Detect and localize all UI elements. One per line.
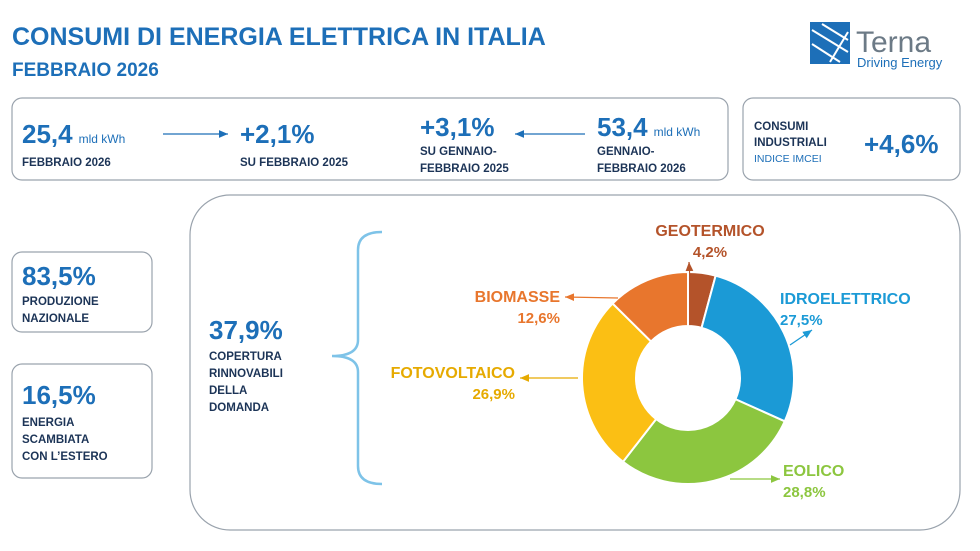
label-arrow [564, 293, 619, 302]
slice-value: 28,8% [783, 484, 826, 501]
kpi-label: SU GENNAIO- [420, 146, 497, 158]
renewables-value: 37,9% [209, 315, 283, 345]
slice-value: 26,9% [472, 386, 515, 403]
side-value: 16,5% [22, 380, 96, 410]
kpi-value: +2,1% [240, 119, 314, 149]
summary-box [11, 97, 729, 181]
slice-value: 4,2% [693, 244, 727, 261]
donut-slice [700, 274, 795, 423]
slice-value: 27,5% [780, 312, 823, 329]
bracket [331, 230, 383, 486]
kpi-label: FEBBRAIO 2026 [597, 163, 686, 175]
title: CONSUMI DI ENERGIA ELETTRICA IN ITALIA [12, 23, 546, 51]
kpi-value: 25,4 [22, 119, 73, 149]
side-label: ENERGIA [22, 417, 74, 429]
subtitle: FEBBRAIO 2026 [12, 60, 159, 81]
kpi-label: GENNAIO- [597, 146, 655, 158]
renewables-label: RINNOVABILI [209, 368, 283, 380]
side-label: NAZIONALE [22, 313, 89, 325]
side-value: 83,5% [22, 261, 96, 291]
side-label: CON L’ESTERO [22, 451, 108, 463]
logo: Terna Driving Energy [810, 22, 943, 70]
kpi-label: FEBBRAIO 2026 [22, 157, 111, 169]
kpi-value: 53,4 mld kWh [597, 112, 700, 142]
side-box [11, 363, 153, 479]
renewables-label: DELLA [209, 385, 247, 397]
side-label: SCAMBIATA [22, 434, 89, 446]
renewables-label: DOMANDA [209, 402, 269, 414]
kpi-value: 25,4 mld kWh [22, 119, 125, 149]
kpi-unit: mld kWh [654, 125, 701, 139]
logo-tagline: Driving Energy [857, 55, 943, 70]
kpi-value: +3,1% [420, 112, 494, 142]
industrial-note: INDICE IMCEI [754, 153, 822, 165]
industrial-box [742, 97, 961, 181]
side-label: PRODUZIONE [22, 296, 99, 308]
renewables-label: COPERTURA [209, 351, 282, 363]
donut-slice [621, 397, 787, 485]
donut-slice [581, 302, 658, 464]
slice-label: EOLICO [783, 463, 844, 480]
slice-label: FOTOVOLTAICO [391, 365, 515, 382]
slice-label: IDROELETTRICO [780, 291, 911, 308]
industrial-label: INDUSTRIALI [754, 137, 827, 149]
label-arrow [789, 329, 813, 346]
kpi-label: SU FEBBRAIO 2025 [240, 157, 349, 169]
slice-label: GEOTERMICO [655, 223, 764, 240]
logo-name: Terna [856, 26, 931, 59]
kpi-value: 53,4 [597, 112, 648, 142]
donut-chart: GEOTERMICO 4,2% IDROELETTRICO 27,5% EOLICO 28… [391, 223, 911, 501]
industrial-label: CONSUMI [754, 121, 808, 133]
label-arrow [685, 261, 694, 285]
slice-value: 12,6% [517, 310, 560, 327]
mix-box [189, 194, 961, 531]
kpi-unit: mld kWh [79, 132, 126, 146]
industrial-value: +4,6% [864, 129, 938, 159]
donut-slice [611, 270, 689, 343]
slice-label: BIOMASSE [475, 289, 561, 306]
side-box [11, 251, 153, 333]
kpi-label: FEBBRAIO 2025 [420, 163, 509, 175]
